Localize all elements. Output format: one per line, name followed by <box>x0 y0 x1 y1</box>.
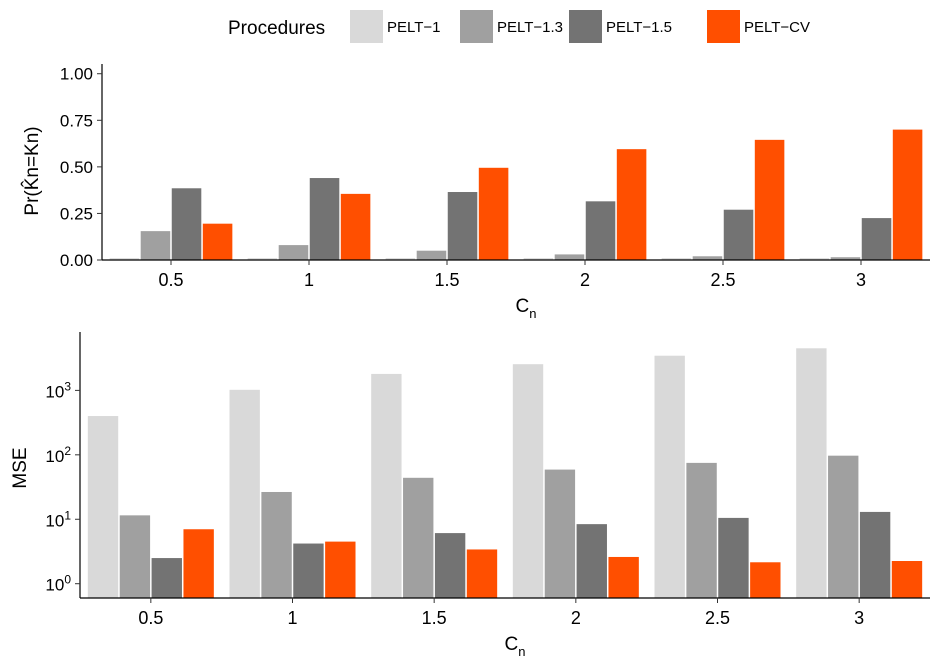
x-axis-label: Cn <box>505 634 526 658</box>
bar-pelt-1-2 <box>512 364 544 598</box>
bar-pelt-cv-0-5 <box>183 529 214 598</box>
bar-pelt-1-3-2 <box>544 469 576 598</box>
bar-pelt-1-5-0-5 <box>151 558 182 598</box>
bar-pelt-1-5-3 <box>861 218 892 260</box>
y-axis-label: Pr(K̂n=Kn) <box>21 126 43 215</box>
bar-pelt-1-1 <box>229 389 260 598</box>
bar-pelt-1-3-2-5 <box>686 462 717 598</box>
legend-label-pelt-1-3: PELT−1.3 <box>497 19 563 36</box>
y-tick-label: 1.00 <box>60 65 93 84</box>
bar-pelt-1-5-2 <box>585 201 616 260</box>
bar-pelt-cv-3 <box>892 129 923 260</box>
bar-pelt-cv-2-5 <box>754 139 785 260</box>
legend-key-pelt-1-3 <box>460 10 493 43</box>
y-tick-label: 103 <box>45 379 71 401</box>
bar-pelt-1-3-1-5 <box>403 477 434 598</box>
legend-title: Procedures <box>228 18 325 39</box>
legend: Procedures PELT−1 PELT−1.3 PELT−1.5 PELT−CV <box>228 10 810 43</box>
bar-pelt-1-5-2 <box>576 524 607 598</box>
mse-panel: 100 101 102 103 0.5 1 1.5 2 2.5 3 Cn MSE <box>10 332 930 658</box>
bar-pelt-1-3-1 <box>261 491 292 598</box>
x-tick-label-3: 3 <box>856 270 866 290</box>
bar-pelt-1-3-3 <box>828 455 859 598</box>
bar-pelt-1-5-1 <box>309 178 340 260</box>
bar-pelt-1-3-0-5 <box>119 515 151 598</box>
bar-pelt-1-5-2-5 <box>723 209 754 260</box>
bar-pelt-1-1 <box>247 258 278 260</box>
bar-pelt-1-2-5 <box>654 355 685 598</box>
bar-pelt-cv-1-5 <box>478 167 509 260</box>
bar-pelt-1-3-1 <box>278 245 309 260</box>
bar-pelt-cv-0-5 <box>202 223 233 260</box>
bar-pelt-1-2 <box>523 258 554 260</box>
bar-pelt-1-5-0-5 <box>171 188 202 260</box>
legend-key-pelt-1 <box>350 10 383 43</box>
bar-pelt-1-5-1 <box>293 543 324 598</box>
bar-pelt-1-3-2 <box>554 254 585 260</box>
y-tick-label: 102 <box>45 444 71 466</box>
bar-pelt-1-3-0-5 <box>140 231 171 260</box>
x-tick-label-2: 2 <box>571 608 581 628</box>
bar-pelt-cv-2 <box>608 556 639 598</box>
bar-pelt-1-3-2-5 <box>692 256 723 260</box>
y-tick-label: 0.75 <box>60 111 93 130</box>
legend-label-pelt-1-5: PELT−1.5 <box>606 19 672 36</box>
probability-panel: 0.00 0.25 0.50 0.75 1.00 0.5 1 1.5 2 2.5 3 Cn Pr(K̂n… <box>21 64 930 321</box>
bar-pelt-1-3-1-5 <box>416 250 447 260</box>
x-tick-label-2: 2 <box>580 270 590 290</box>
x-tick-label-0-5: 0.5 <box>138 608 163 628</box>
bar-pelt-1-5-1-5 <box>447 192 478 260</box>
bar-pelt-1-1-5 <box>385 258 416 260</box>
bar-pelt-1-5-1-5 <box>434 533 466 598</box>
x-tick-label-1-5: 1.5 <box>434 270 459 290</box>
bar-pelt-cv-1 <box>340 193 371 260</box>
bar-pelt-cv-1-5 <box>466 549 498 598</box>
legend-key-pelt-cv <box>707 10 740 43</box>
x-tick-label-1: 1 <box>304 270 314 290</box>
bar-pelt-1-5-2-5 <box>718 517 749 598</box>
y-tick-label: 100 <box>45 573 71 595</box>
y-tick-label: 0.50 <box>60 158 93 177</box>
y-tick-label: 101 <box>45 508 71 530</box>
legend-label-pelt-cv: PELT−CV <box>744 19 810 36</box>
bar-pelt-cv-3 <box>891 561 923 598</box>
bar-pelt-cv-2 <box>616 149 647 260</box>
x-tick-label-0-5: 0.5 <box>158 270 183 290</box>
x-tick-label-1: 1 <box>287 608 297 628</box>
bar-pelt-1-5-3 <box>859 511 891 598</box>
y-tick-label: 0.00 <box>60 251 93 270</box>
bar-pelt-cv-2-5 <box>750 562 781 598</box>
bar-pelt-1-3-3 <box>830 257 861 260</box>
legend-key-pelt-1-5 <box>569 10 602 43</box>
bar-pelt-1-2-5 <box>661 258 692 260</box>
x-axis-label: Cn <box>516 296 537 321</box>
y-axis-label: MSE <box>10 447 31 488</box>
bar-pelt-1-3 <box>799 258 830 260</box>
y-tick-label: 0.25 <box>60 204 93 223</box>
x-tick-label-1-5: 1.5 <box>422 608 447 628</box>
bar-pelt-1-1-5 <box>371 373 402 598</box>
bar-pelt-1-3 <box>796 348 827 598</box>
legend-label-pelt-1: PELT−1 <box>387 19 441 36</box>
x-tick-label-2-5: 2.5 <box>705 608 730 628</box>
x-tick-label-2-5: 2.5 <box>710 270 735 290</box>
bar-pelt-1-0-5 <box>109 258 140 260</box>
bar-pelt-cv-1 <box>325 541 356 598</box>
x-tick-label-3: 3 <box>854 608 864 628</box>
bar-pelt-1-0-5 <box>87 416 119 598</box>
